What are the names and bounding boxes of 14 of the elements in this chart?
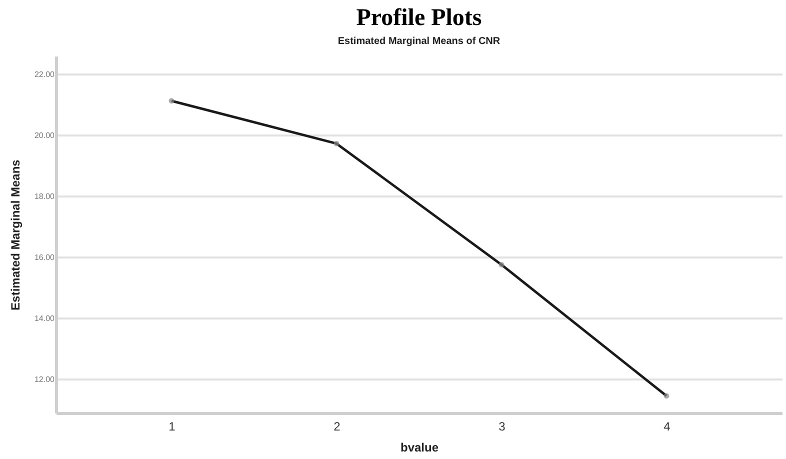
y-axis-title: Estimated Marginal Means <box>8 159 22 310</box>
x-tick-label: 2 <box>334 420 341 434</box>
y-tick-label: 20.00 <box>34 130 56 140</box>
y-tick-label: 14.00 <box>34 314 56 323</box>
x-tick-label: 3 <box>498 420 506 434</box>
y-tick-label: 16.00 <box>34 252 56 262</box>
chart-subtitle: Estimated Marginal Means of CNR <box>338 36 501 47</box>
x-axis-title: bvalue <box>400 440 439 454</box>
y-tick-label: 22.00 <box>34 70 56 79</box>
chart-title: Profile Plots <box>356 5 482 31</box>
y-tick-label: 12.00 <box>34 374 56 384</box>
x-tick-label: 1 <box>168 420 176 434</box>
y-tick-label: 18.00 <box>34 192 56 201</box>
x-tick-label: 4 <box>664 420 671 434</box>
